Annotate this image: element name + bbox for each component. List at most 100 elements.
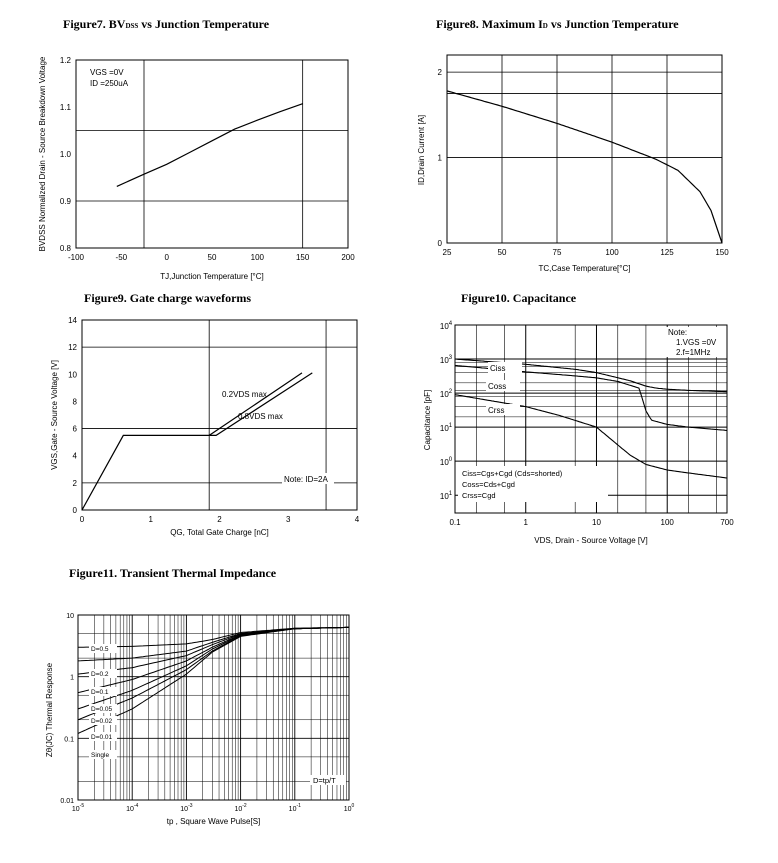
fig10-x-axis-label: VDS, Drain - Source Voltage [V] <box>534 536 647 545</box>
fig11-series-label: Single <box>91 752 109 759</box>
figure9-title: Figure9. Gate charge waveforms <box>84 291 252 305</box>
fig11-x-tick-label: 10-1 <box>289 803 301 813</box>
fig10-y-tick-label: 102 <box>440 389 453 399</box>
fig11-series-label: D=0.01 <box>91 734 113 741</box>
fig11-series-label: D=0.2 <box>91 671 109 678</box>
fig10-legend-text: Coss=Cds+Cgd <box>462 480 515 489</box>
fig10-series-label: Crss <box>488 406 504 415</box>
fig7-x-tick-label: -50 <box>116 253 128 262</box>
fig9-x-tick-label: 2 <box>217 515 222 524</box>
fig11-x-tick-label: 10-2 <box>234 803 246 813</box>
fig7-y-tick-label: 1.0 <box>60 150 72 159</box>
fig10-series-label: Ciss <box>490 364 506 373</box>
fig11-series-label: D=0.05 <box>91 706 113 713</box>
fig10-note: 2.f=1MHz <box>676 348 710 357</box>
fig11-x-tick-label: 10-3 <box>180 803 192 813</box>
figure11-title: Figure11. Transient Thermal Impedance <box>69 566 277 580</box>
fig11-note: D=tp/T <box>313 776 336 785</box>
fig7-y-tick-label: 1.2 <box>60 56 72 65</box>
fig9-note: Note: ID=2A <box>284 475 328 484</box>
fig11-series-label: D=0.02 <box>91 718 113 725</box>
fig10-note-bg <box>663 327 725 357</box>
fig11-x-axis-label: tp , Square Wave Pulse[S] <box>167 817 261 826</box>
fig11-y-axis-label: Zθ(JC) Thermal Response <box>45 662 54 757</box>
fig10-note: 1.VGS =0V <box>676 338 717 347</box>
fig10-y-tick-label: 103 <box>440 355 453 365</box>
fig11-label-bg <box>89 716 117 725</box>
fig10-series-label: Coss <box>488 382 506 391</box>
fig7-x-tick-label: 0 <box>164 253 169 262</box>
fig11-series-line <box>77 626 349 721</box>
fig9-x-tick-label: 4 <box>355 515 360 524</box>
fig9-y-tick-label: 12 <box>68 343 77 352</box>
fig11-y-tick-label: 0.01 <box>60 798 74 805</box>
fig7-y-tick-label: 0.8 <box>60 244 72 253</box>
fig10-series-line <box>454 364 727 431</box>
fig8-plot-frame <box>446 54 723 244</box>
fig7-x-tick-label: 200 <box>341 253 355 262</box>
fig9-annotation: 0.2VDS max <box>222 390 267 399</box>
fig11-note-bg <box>310 775 346 785</box>
fig7-x-tick-label: 50 <box>208 253 217 262</box>
fig7-x-axis-label: TJ,Junction Temperature [°C] <box>160 272 264 281</box>
fig9-y-tick-label: 6 <box>73 425 78 434</box>
fig9-y-tick-label: 4 <box>73 452 78 461</box>
fig9-y-tick-label: 14 <box>68 316 77 325</box>
fig9-plot-frame <box>81 319 358 511</box>
fig11-label-bg <box>89 704 117 713</box>
fig8-y-tick-label: 2 <box>438 68 443 77</box>
fig11-label-bg <box>89 732 117 741</box>
fig8-y-tick-label: 0 <box>438 239 443 248</box>
fig11-y-tick-label: 10 <box>66 613 74 620</box>
fig8-x-tick-label: 125 <box>660 248 674 257</box>
fig10-x-tick-label: 0.1 <box>449 518 461 527</box>
fig7-x-tick-label: 150 <box>296 253 310 262</box>
fig10-plot-frame <box>454 324 728 514</box>
fig7-y-axis-label: BVDSS Normalized Drain - Source Breakdow… <box>38 56 47 251</box>
fig7-series-line <box>116 103 303 187</box>
fig9-y-tick-label: 2 <box>73 479 78 488</box>
fig9-x-tick-label: 3 <box>286 515 291 524</box>
fig9-x-tick-label: 0 <box>80 515 85 524</box>
fig10-y-tick-label: 101 <box>440 423 453 433</box>
fig8-x-tick-label: 75 <box>553 248 562 257</box>
figure8-title: Figure8. Maximum ID vs Junction Temperat… <box>436 17 679 31</box>
fig11-series-label: D=0.1 <box>91 689 109 696</box>
fig11-plot-frame <box>77 614 350 801</box>
fig10-y-tick-label: 101 <box>440 491 453 501</box>
figure10-title: Figure10. Capacitance <box>461 291 577 305</box>
fig7-note: VGS =0V <box>90 68 124 77</box>
fig7-plot-frame <box>75 59 349 249</box>
fig7-y-tick-label: 0.9 <box>60 197 72 206</box>
fig10-x-tick-label: 100 <box>661 518 675 527</box>
fig9-series-line <box>81 372 303 511</box>
fig10-series-line <box>454 394 727 479</box>
fig11-series-label: D=0.5 <box>91 646 109 653</box>
fig11-label-bg <box>89 669 117 678</box>
fig10-legend-text: Ciss=Cgs+Cgd (Cds=shorted) <box>462 469 563 478</box>
fig8-x-tick-label: 50 <box>498 248 507 257</box>
fig9-y-tick-label: 0 <box>73 506 78 515</box>
fig11-label-bg <box>89 687 117 696</box>
fig9-y-tick-label: 8 <box>73 397 78 406</box>
fig8-x-axis-label: TC,Case Temperature[°C] <box>539 264 631 273</box>
fig9-x-tick-label: 1 <box>149 515 154 524</box>
fig7-note: ID =250uA <box>90 79 129 88</box>
fig7-y-tick-label: 1.1 <box>60 103 72 112</box>
fig9-annotation: 0.8VDS max <box>238 412 283 421</box>
fig11-label-bg <box>89 750 117 759</box>
fig11-label-bg <box>89 644 117 653</box>
fig10-y-tick-label: 104 <box>440 321 453 331</box>
fig8-x-tick-label: 25 <box>443 248 452 257</box>
fig8-y-axis-label: ID,Drain Current [A] <box>417 115 426 185</box>
fig10-label-bg <box>486 404 520 415</box>
fig7-x-tick-label: 100 <box>251 253 265 262</box>
fig8-series-line <box>446 90 723 244</box>
fig11-y-tick-label: 0.1 <box>64 736 74 743</box>
fig8-x-tick-label: 150 <box>715 248 729 257</box>
fig8-x-tick-label: 100 <box>605 248 619 257</box>
fig11-series-line <box>77 626 349 694</box>
fig9-note-bg <box>282 473 334 484</box>
fig9-series-line <box>209 372 313 436</box>
